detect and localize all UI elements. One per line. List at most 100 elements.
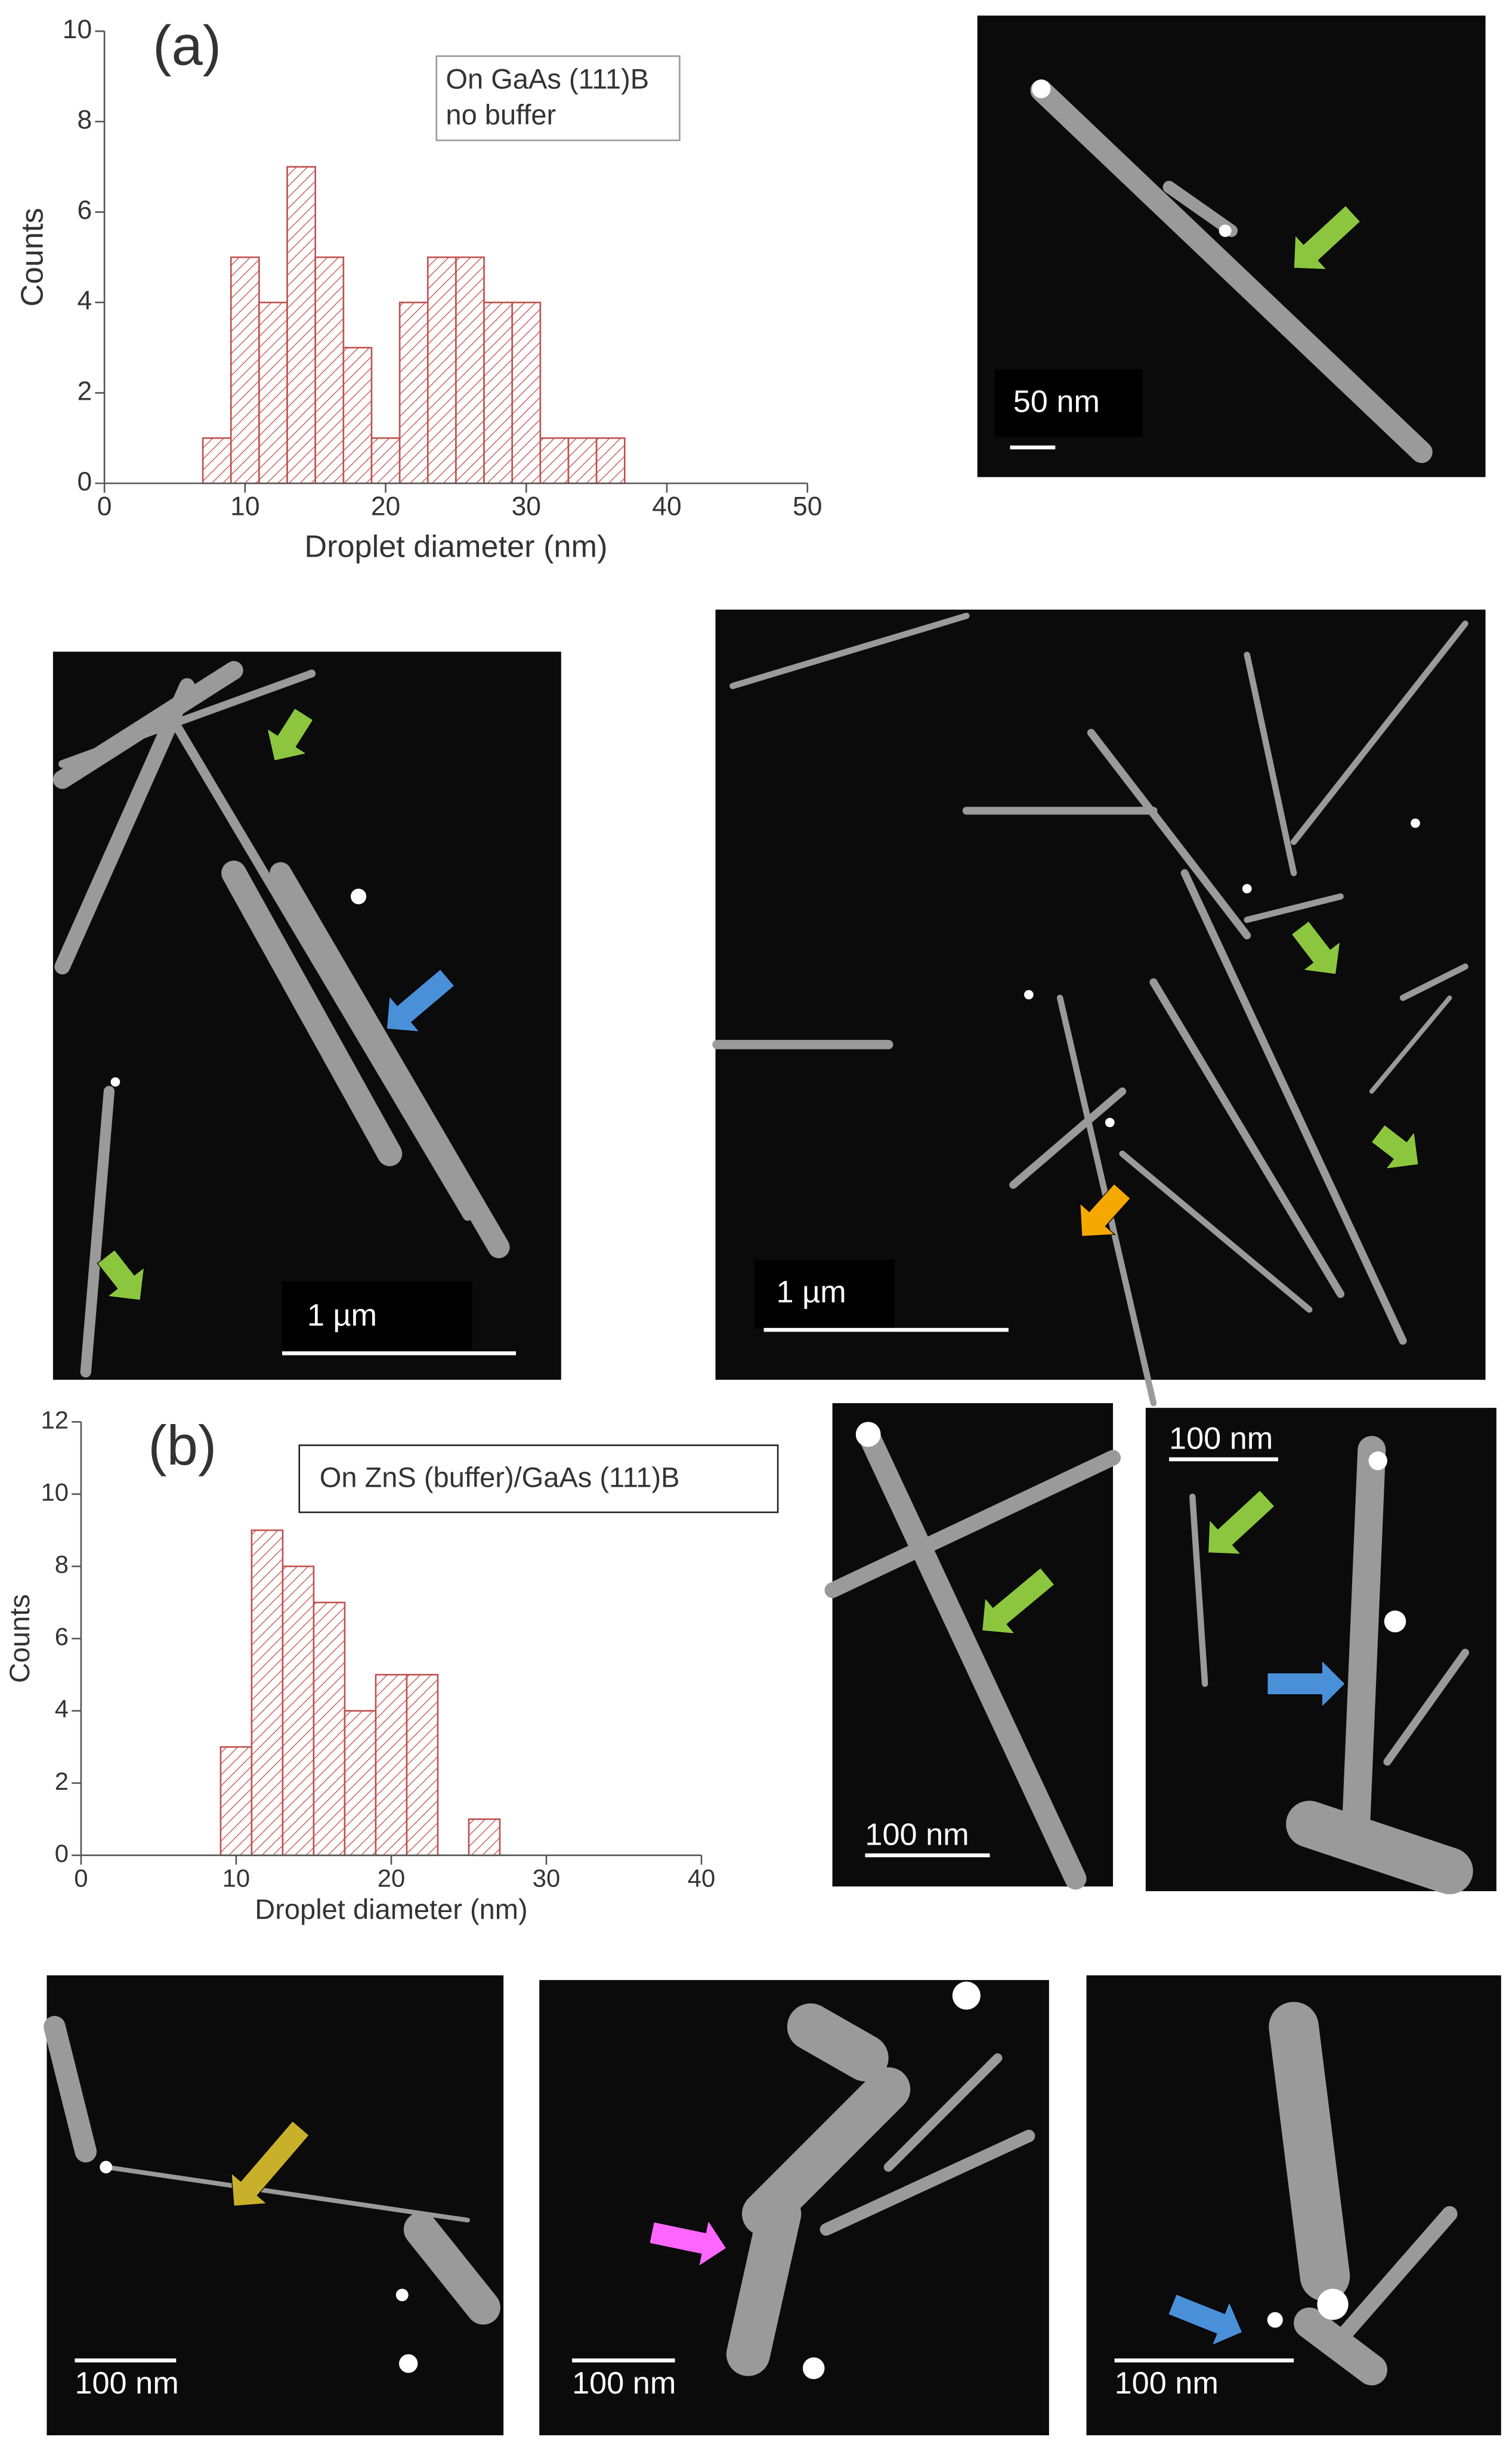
nanowire [221,860,403,1166]
scale-box [282,1281,472,1351]
bar [286,166,316,484]
y-tick-label: 2 [55,1767,69,1795]
arrow [386,968,455,1033]
arrow [97,1249,145,1301]
bar [511,301,542,484]
nanowire [1286,1801,1473,1895]
nanowire [44,2016,97,2163]
nanowire [1087,728,1251,940]
bar [398,301,429,484]
arrow [266,708,314,762]
droplet [802,2357,825,2379]
nanowire [1189,1493,1208,1687]
droplet [1032,79,1051,98]
y-tick-label: 6 [55,1623,69,1651]
nanowire [1180,869,1407,1345]
nanowire [726,2192,802,2376]
bar [426,256,457,484]
bar [258,301,288,484]
panel-label: (a) [153,14,221,76]
scale-label: 100 nm [1115,2366,1219,2401]
scale-label: 100 nm [1169,1422,1273,1456]
bar [483,301,514,484]
x-tick-label: 40 [652,492,681,521]
droplet [1267,2312,1283,2328]
droplet [110,1077,120,1087]
y-tick-label: 8 [55,1551,69,1579]
note-text: On ZnS (buffer)/GaAs (111)B [320,1461,680,1493]
droplet [855,1422,881,1447]
y-tick-label: 10 [41,1478,69,1506]
nanowire [1290,620,1468,845]
x-tick-label: 20 [378,1864,406,1892]
droplet [1105,1117,1115,1128]
x-axis-label: Droplet diameter (nm) [255,1893,527,1925]
x-axis-label: Droplet diameter (nm) [304,530,607,564]
scale-label: 50 nm [1013,385,1100,419]
nanowire [1030,79,1433,464]
y-tick-label: 8 [77,106,92,135]
arrow [1207,1490,1276,1555]
y-tick-label: 4 [55,1695,69,1723]
nanowire [1009,1087,1127,1189]
arrow [231,2120,310,2207]
x-tick-label: 0 [74,1864,88,1892]
scale-label: 100 nm [572,2366,676,2401]
bar [567,437,598,484]
scale-box [994,369,1143,437]
y-axis-label: Counts [4,1594,35,1683]
bar [282,1565,315,1857]
nanowire [1119,1150,1313,1313]
droplet [395,2289,409,2302]
x-tick-label: 10 [230,492,259,521]
scale-label: 1 µm [307,1298,377,1333]
y-axis-label: Counts [15,208,50,307]
arrow [1079,1183,1131,1237]
nanowire [80,1086,115,1378]
nanowire [1149,978,1345,1298]
nanowire [857,1423,1087,1890]
bar [468,1818,501,1857]
droplet [100,2161,113,2173]
note-text: no buffer [446,98,556,130]
y-tick-label: 4 [77,286,92,316]
bar [375,1673,408,1857]
nanowire [166,712,472,1221]
bar [314,256,345,484]
nanowire [1383,1648,1470,1766]
arrow [1291,920,1341,975]
nanowire [52,661,243,789]
x-tick-label: 0 [97,492,112,521]
bar [344,1710,377,1857]
droplet [351,888,367,904]
y-tick-label: 10 [63,15,92,44]
nanowire [58,669,316,768]
note-text: On GaAs (111)B [446,63,649,94]
droplet [1368,1451,1387,1471]
scale-box [754,1259,895,1329]
x-tick-label: 30 [512,492,541,521]
y-tick-label: 6 [77,196,92,225]
bar [230,256,260,484]
note-box [435,55,681,141]
bar [370,437,401,484]
arrow [1267,1659,1346,1709]
droplet [1317,2289,1349,2320]
scale-label: 1 µm [776,1275,846,1310]
nanowire [883,2053,1003,2172]
nanowire [820,2129,1035,2236]
nanowire [1332,2206,1458,2347]
nanowire [1244,651,1297,876]
droplet [1411,818,1420,828]
x-tick-label: 50 [793,492,822,521]
nanowire [1244,893,1344,924]
nanowire [1269,2002,1350,2302]
nanowire [103,2164,470,2223]
nanowire [787,2003,889,2082]
y-tick-label: 12 [41,1406,69,1434]
nanowire [270,862,510,1258]
y-tick-label: 0 [55,1839,69,1867]
bar [251,1529,284,1857]
nanowire [729,613,970,690]
